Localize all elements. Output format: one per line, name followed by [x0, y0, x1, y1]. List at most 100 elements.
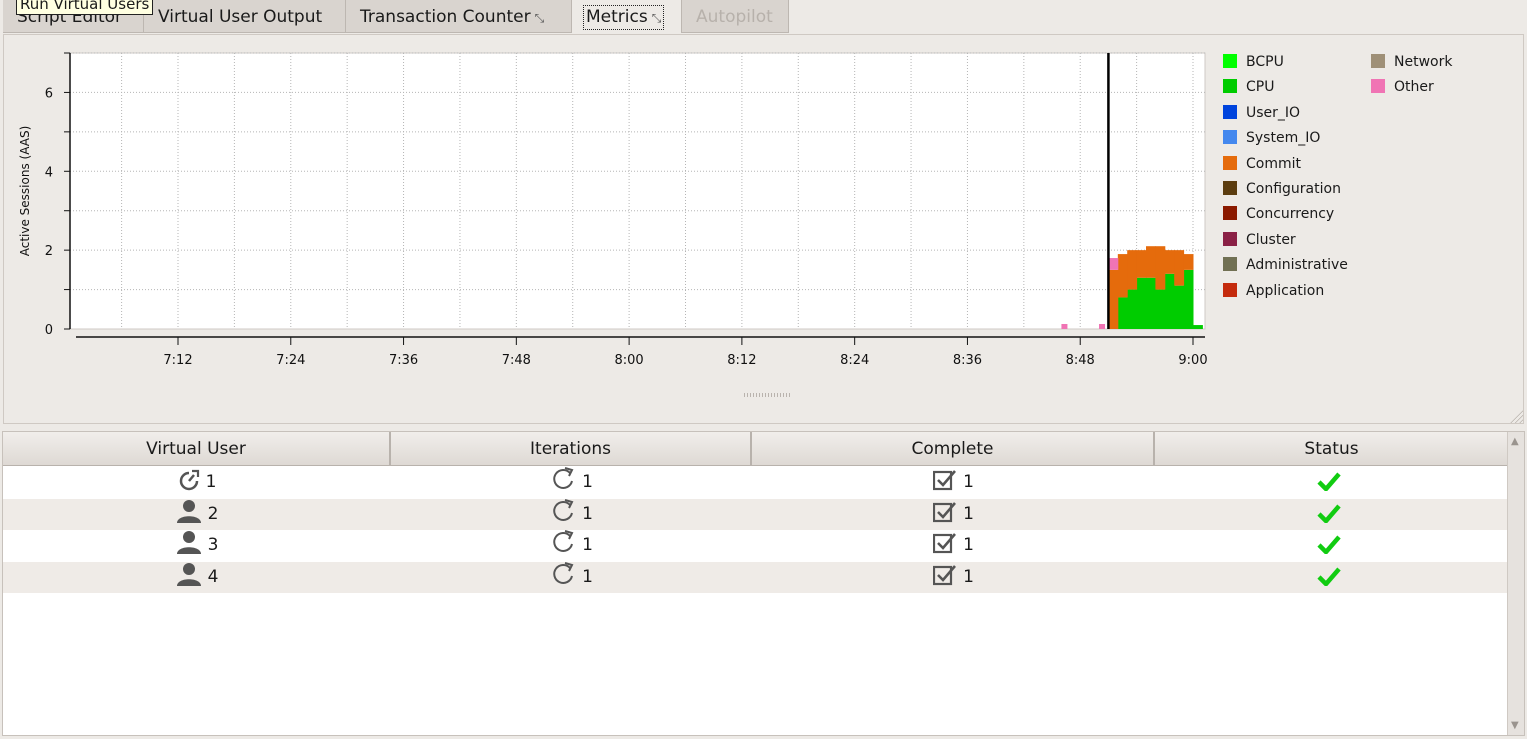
chart-legend: BCPU CPU User_IO System_IO Commit Configurati… — [1223, 53, 1523, 313]
column-header-status[interactable]: Status — [1155, 432, 1508, 466]
check-icon — [1316, 567, 1347, 587]
complete-value: 1 — [963, 472, 974, 492]
check-icon — [1316, 472, 1347, 492]
bar-commit — [1183, 254, 1194, 270]
cell-complete: 1 — [752, 530, 1155, 561]
cell-status — [1155, 530, 1508, 561]
table-row[interactable]: 1 1 1 — [3, 467, 1508, 498]
legend-swatch — [1223, 206, 1237, 221]
legend-swatch — [1223, 282, 1237, 297]
legend-swatch — [1223, 130, 1237, 145]
legend-swatch — [1223, 104, 1237, 119]
plot-area — [69, 52, 1206, 330]
tab-metrics[interactable]: Metrics ⤡ — [572, 0, 682, 33]
tab-autopilot[interactable]: Autopilot — [682, 0, 789, 33]
column-header-virtual-user[interactable]: Virtual User — [3, 432, 391, 466]
y-tick-label: 6 — [45, 86, 53, 101]
legend-label: CPU — [1246, 79, 1275, 96]
data-point — [1061, 324, 1068, 329]
detach-icon[interactable]: ⤡ — [651, 11, 662, 25]
legend-item-bcpu: BCPU — [1223, 53, 1284, 71]
x-tick-label: 8:36 — [953, 353, 982, 368]
legend-swatch — [1223, 155, 1237, 170]
legend-swatch — [1371, 79, 1385, 94]
scroll-up-icon[interactable]: ▲ — [1511, 436, 1519, 447]
cell-status — [1155, 499, 1508, 530]
virtual-user-id: 2 — [207, 503, 219, 524]
x-tick-label: 7:12 — [163, 353, 192, 368]
legend-item-application: Application — [1223, 282, 1324, 300]
x-tick-label: 8:12 — [727, 353, 756, 368]
virtual-user-id: 4 — [207, 566, 219, 587]
timer-icon — [178, 469, 206, 492]
iterations-value: 1 — [582, 535, 593, 555]
cell-virtual-user: 2 — [3, 499, 391, 530]
legend-label: Other — [1394, 79, 1434, 96]
column-header-iterations[interactable]: Iterations — [391, 432, 752, 466]
metrics-panel: 0 2 4 6 7:12 7:24 7:36 7:48 8:00 8:12 8:24 8:36 8:48… — [3, 34, 1524, 424]
splitter-handle[interactable] — [744, 393, 792, 397]
legend-label: Cluster — [1246, 231, 1296, 248]
check-icon — [1316, 535, 1347, 555]
legend-item-cpu: CPU — [1223, 78, 1274, 96]
scroll-down-icon[interactable]: ▼ — [1511, 720, 1519, 731]
table-row[interactable]: 3 1 1 — [3, 530, 1508, 561]
resize-grip[interactable] — [1507, 407, 1523, 423]
checkbox-icon — [932, 564, 963, 587]
x-tick-label: 8:24 — [840, 353, 869, 368]
detach-icon[interactable]: ⤡ — [534, 11, 545, 25]
legend-label: Application — [1246, 282, 1325, 299]
checkbox-icon — [932, 533, 963, 555]
user-icon — [176, 562, 208, 587]
checkbox-icon — [932, 501, 963, 524]
legend-label: Commit — [1246, 155, 1301, 172]
cell-iterations: 1 — [391, 530, 752, 561]
bar-cpu — [1183, 269, 1194, 329]
legend-label: Configuration — [1246, 181, 1341, 197]
cell-iterations: 1 — [391, 561, 752, 593]
checkbox-icon — [932, 470, 963, 492]
y-axis-label: Active Sessions (AAS) — [18, 126, 32, 257]
complete-value: 1 — [963, 566, 974, 587]
refresh-icon — [550, 530, 582, 555]
legend-swatch — [1223, 257, 1237, 272]
column-header-complete[interactable]: Complete — [752, 432, 1155, 466]
cell-virtual-user: 1 — [3, 467, 391, 498]
cell-virtual-user: 4 — [3, 562, 391, 593]
legend-item-cluster: Cluster — [1223, 231, 1296, 249]
bar-commit — [1164, 250, 1175, 274]
virtual-user-id: 3 — [207, 535, 219, 555]
x-tick-label: 8:00 — [615, 353, 644, 368]
user-icon — [176, 531, 208, 555]
virtual-users-table: Virtual User Iterations Complete Status … — [2, 431, 1525, 736]
tab-bar: Script Editor Virtual User Output Transa… — [0, 0, 1527, 34]
x-tick-label: 7:36 — [389, 353, 418, 368]
check-icon — [1316, 504, 1347, 524]
x-tick-label: 7:48 — [502, 353, 531, 368]
vertical-scrollbar[interactable]: ▲ ▼ — [1507, 432, 1524, 735]
refresh-icon — [550, 561, 582, 587]
cell-status — [1155, 467, 1508, 498]
refresh-icon — [550, 498, 582, 524]
legend-item-configuration: Configuration — [1223, 180, 1341, 198]
table-header: Virtual User Iterations Complete Status — [3, 432, 1508, 467]
table-row[interactable]: 4 1 1 — [3, 561, 1508, 593]
cell-iterations: 1 — [391, 498, 752, 530]
bar-cpu — [1193, 325, 1203, 329]
y-tick-label: 4 — [45, 165, 53, 180]
x-tick-label: 9:00 — [1178, 353, 1207, 368]
tab-transaction-counter[interactable]: Transaction Counter ⤡ — [346, 0, 572, 33]
data-point — [1099, 324, 1106, 329]
legend-item-network: Network — [1371, 53, 1452, 71]
legend-swatch — [1223, 231, 1237, 246]
tab-virtual-user-output[interactable]: Virtual User Output — [144, 0, 346, 33]
bar-cpu — [1117, 297, 1128, 329]
complete-value: 1 — [963, 503, 974, 524]
table-row[interactable]: 2 1 1 — [3, 498, 1508, 530]
cell-complete: 1 — [752, 467, 1155, 498]
cell-virtual-user: 3 — [3, 530, 391, 561]
iterations-value: 1 — [582, 472, 593, 492]
active-sessions-chart: 0 2 4 6 7:12 7:24 7:36 7:48 8:00 8:12 8:24 8:36 8:48… — [18, 52, 1208, 368]
legend-item-user-io: User_IO — [1223, 104, 1300, 122]
legend-swatch — [1223, 181, 1237, 195]
